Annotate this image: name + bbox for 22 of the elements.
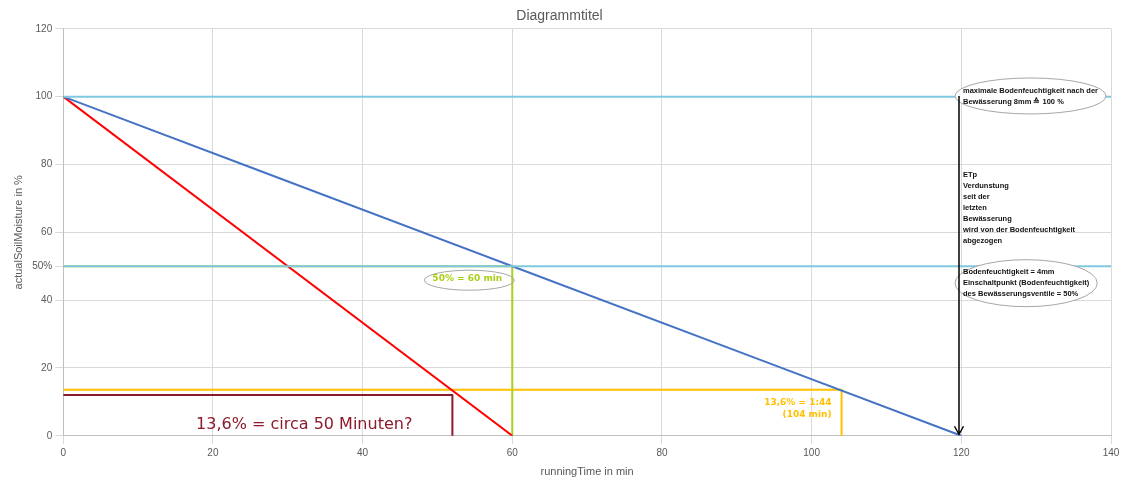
y-tick-label: 40 (41, 293, 53, 305)
y-tick-label: 100 (35, 90, 53, 102)
annotation: 50% = 60 min (432, 273, 503, 284)
y-tick-label: 120 (35, 22, 53, 34)
x-tick-label: 80 (656, 446, 668, 458)
y-tick-label: 20 (41, 361, 53, 373)
x-tick-label: 20 (207, 446, 219, 458)
x-tick-label: 100 (803, 446, 821, 458)
annotation: 13,6% = 1:44 (104 min) (764, 396, 832, 419)
x-tick-label: 40 (357, 446, 369, 458)
y-axis-title: actualSoilMoisture in % (11, 174, 24, 290)
x-tick-label: 60 (506, 446, 519, 458)
y-tick-label: 50% (32, 259, 53, 271)
x-tick-label: 120 (952, 446, 971, 458)
annotation: 13,6% = circa 50 Minuten? (196, 414, 413, 434)
x-tick-label: 140 (1102, 446, 1120, 458)
y-tick-label: 80 (41, 158, 53, 170)
x-tick-label: 0 (60, 446, 67, 458)
x-axis-title: runningTime in min (540, 465, 634, 478)
y-tick-label: 0 (46, 429, 53, 441)
y-tick-label: 60 (41, 226, 53, 238)
chart-title: Diagrammtitel (516, 7, 603, 24)
